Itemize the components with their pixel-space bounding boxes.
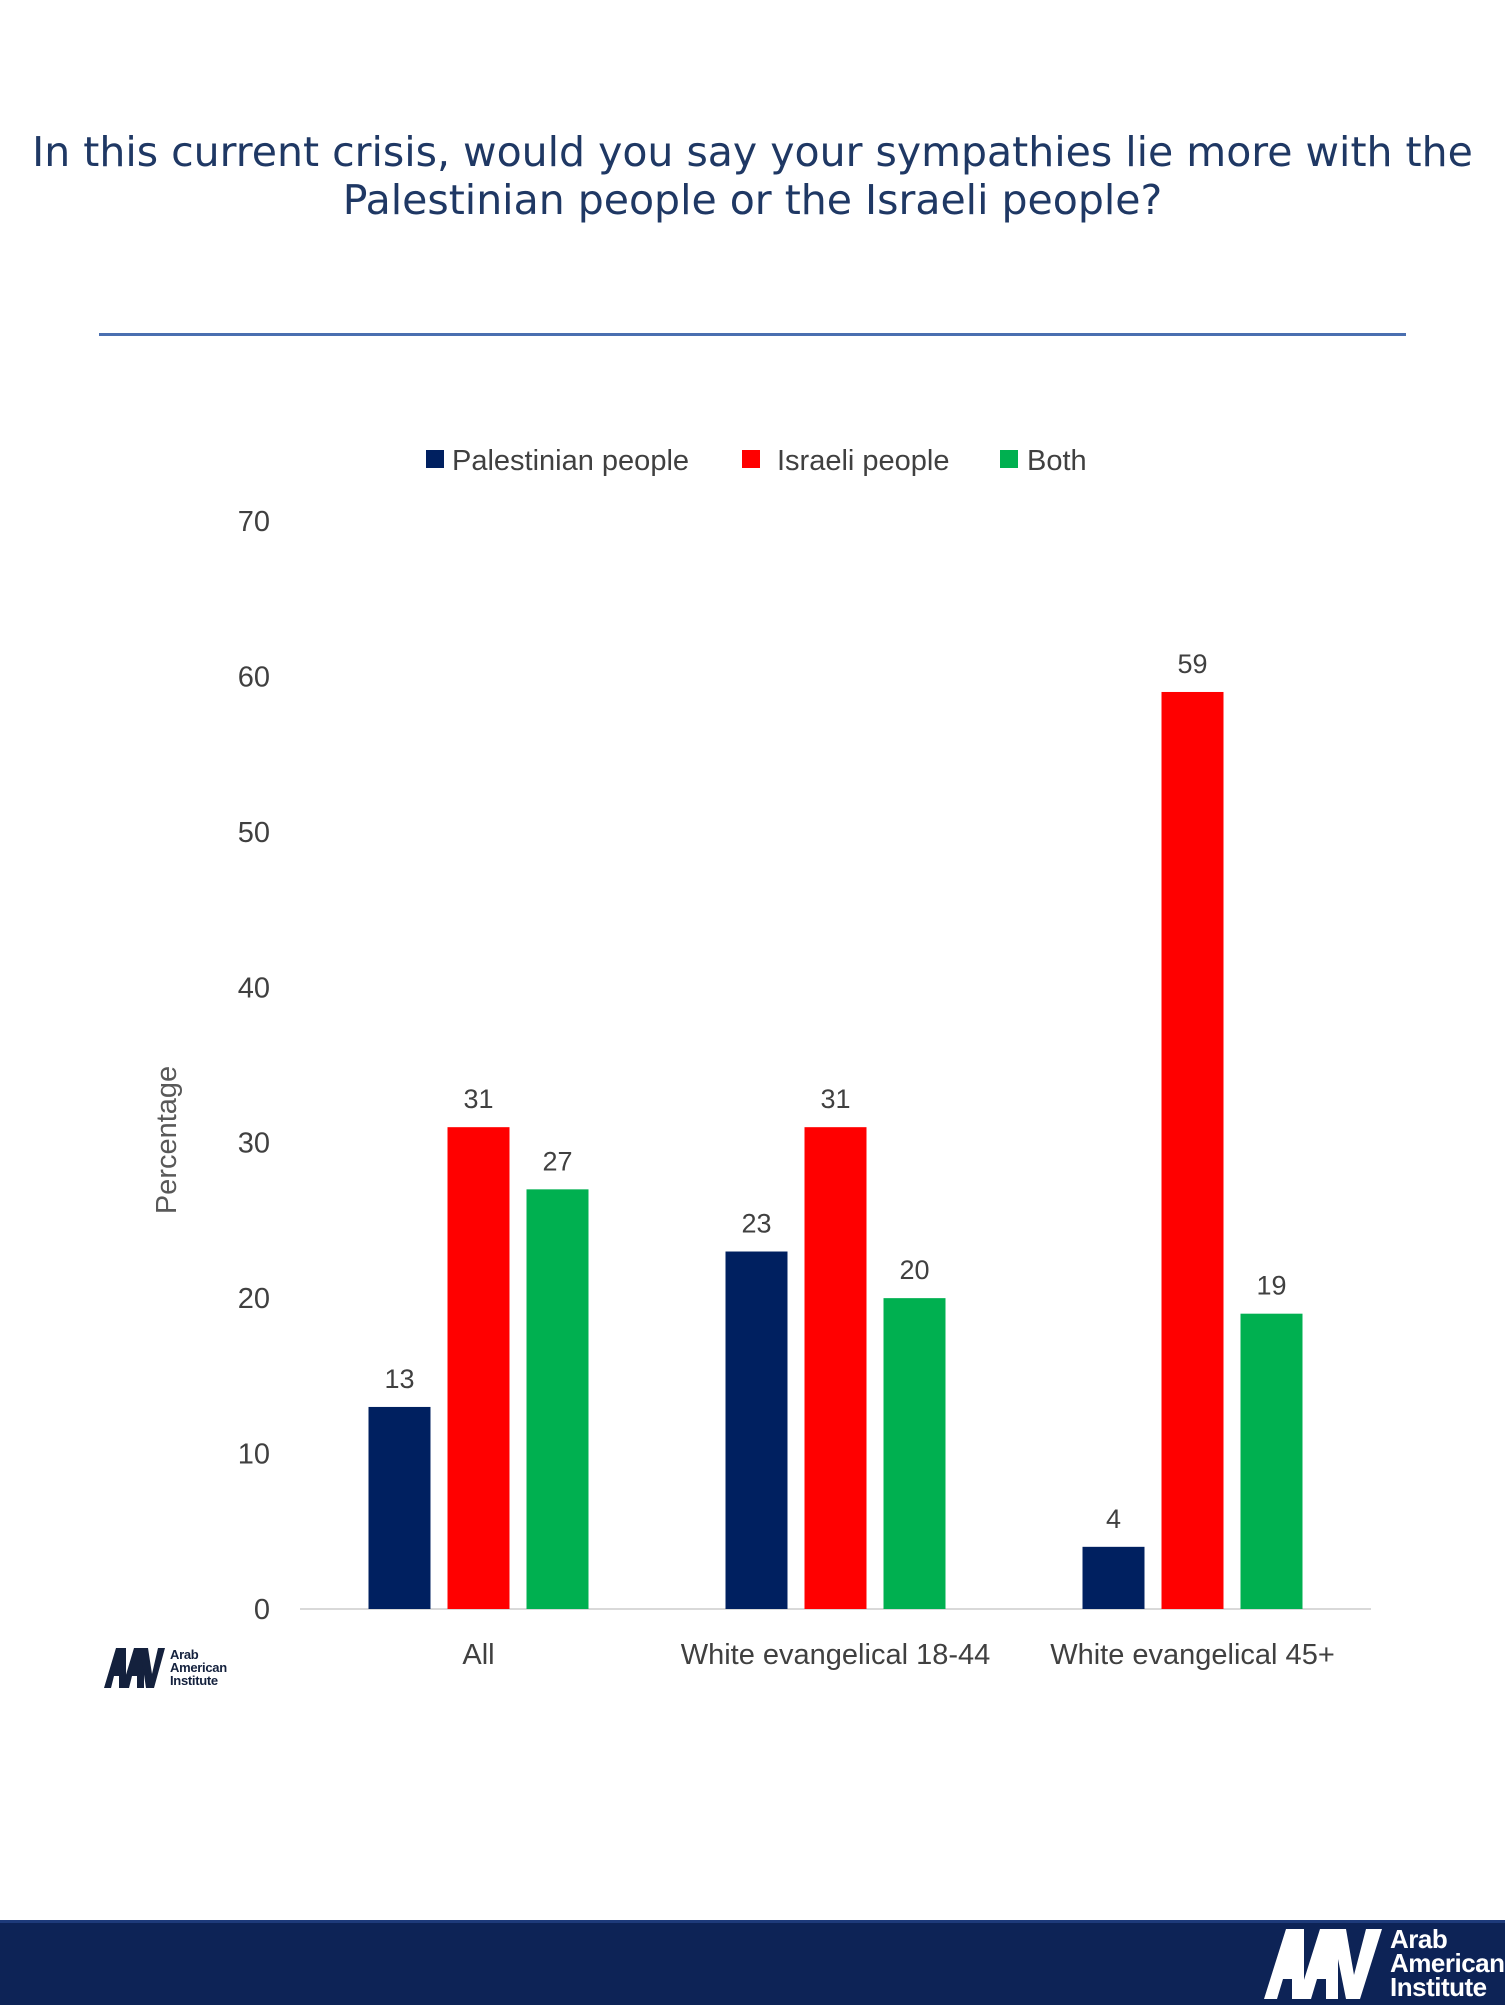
x-tick-label: All [462,1639,494,1671]
legend-swatch [1000,450,1018,468]
bar-both [883,1298,946,1609]
footer-logo-line-arab: Arab [1390,1924,1448,1954]
bar-israeli-people [1161,691,1224,1609]
legend-label: Palestinian people [452,445,689,477]
y-tick-label: 70 [238,506,270,538]
logo-line-institute: Institute [170,1672,218,1688]
bar-palestinian-people [1082,1546,1145,1609]
y-tick-label: 0 [254,1594,270,1626]
data-label: 20 [899,1255,929,1285]
data-label: 23 [741,1209,771,1239]
chart-legend: Palestinian people Israeli people Both [426,445,1087,477]
footer-bar [0,1920,1505,2005]
y-tick-label: 60 [238,661,270,693]
y-axis-label: Percentage [151,1066,183,1214]
x-axis: All White evangelical 18-44 White evangeli… [462,1639,1334,1671]
aai-logo-icon [1264,1929,1382,1999]
bar-israeli-people [447,1127,510,1609]
bar-israeli-people [804,1127,867,1609]
aai-logo-icon [104,1648,165,1688]
x-tick-label: White evangelical 45+ [1050,1639,1335,1671]
aai-logo: Arab American Institute [102,1642,227,1692]
x-tick-label: White evangelical 18-44 [681,1639,991,1671]
y-tick-label: 10 [238,1439,270,1471]
bar-series: 13 31 27 23 31 20 4 59 19 [368,649,1303,1609]
data-label: 59 [1177,649,1207,679]
bar-palestinian-people [725,1251,788,1609]
title-divider [99,333,1406,336]
data-label: 27 [542,1146,572,1176]
y-axis: 0 10 20 30 40 50 60 70 [238,506,270,1626]
footer-logo-line-institute: Institute [1390,1972,1487,2002]
footer-logo-text: Arab American Institute [1390,1924,1505,2002]
legend-label: Both [1027,445,1087,477]
logo-line-american: American [170,1659,227,1675]
y-tick-label: 50 [238,817,270,849]
legend-swatch [742,450,760,468]
data-label: 19 [1256,1271,1286,1301]
bar-chart: Palestinian people Israeli people Both 0 10… [151,445,1371,1671]
y-tick-label: 30 [238,1128,270,1160]
bar-palestinian-people [368,1406,431,1609]
bar-both [526,1189,589,1609]
bar-both [1240,1313,1303,1609]
data-label: 4 [1106,1504,1121,1534]
logo-line-arab: Arab [170,1646,199,1662]
data-label: 31 [463,1084,493,1114]
legend-label: Israeli people [777,445,950,477]
footer-logo-line-american: American [1390,1948,1505,1978]
chart-title: In this current crisis, would you say yo… [32,128,1473,224]
footer-aai-logo: Arab American Institute [1262,1924,1505,2002]
data-label: 13 [384,1364,414,1394]
aai-logo-text: Arab American Institute [170,1648,227,1687]
data-label: 31 [820,1084,850,1114]
y-tick-label: 40 [238,972,270,1004]
y-tick-label: 20 [238,1283,270,1315]
legend-swatch [426,450,444,468]
